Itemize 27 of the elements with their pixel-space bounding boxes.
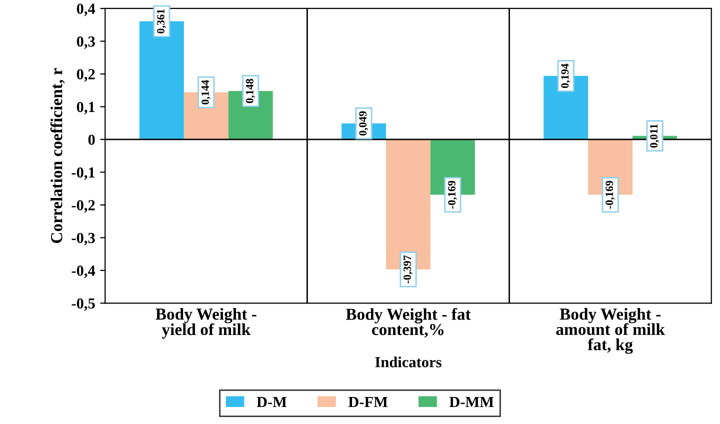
y-tick-label: -0,4 — [72, 266, 96, 278]
x-axis-title: Indicators — [375, 356, 442, 368]
legend-label: D-MM — [449, 396, 494, 408]
y-tick-label: 0,3 — [76, 36, 95, 49]
data-label: -0,397 — [404, 255, 413, 284]
y-tick-label: 0,2 — [76, 69, 95, 82]
y-tick-label: 0,4 — [76, 4, 96, 16]
data-label: 0,361 — [156, 9, 166, 34]
x-tick-label: Body Weight - amount of milk fat, kg — [556, 308, 665, 354]
y-tick-label: -0,1 — [72, 167, 95, 180]
data-label: -0,169 — [606, 180, 615, 209]
data-label: 0,194 — [561, 64, 570, 88]
y-tick-label: -0,2 — [72, 200, 95, 213]
legend-label: D-M — [256, 396, 287, 408]
data-label: -0,169 — [448, 180, 458, 209]
y-tick-label: 0,1 — [76, 102, 95, 114]
y-tick-label: 0 — [88, 134, 95, 145]
y-tick-label: -0,5 — [72, 298, 95, 311]
legend-label: D-FM — [348, 396, 388, 408]
x-tick-label: Body Weight - yield of milk — [156, 308, 256, 339]
x-tick-label: Body Weight - fat content,% — [346, 308, 471, 338]
data-label: 0,011 — [650, 124, 660, 148]
y-axis-title: Correlation coefficient, r — [50, 68, 65, 244]
data-label: 0,144 — [201, 80, 211, 104]
data-label: 0,049 — [359, 111, 368, 136]
y-tick-label: -0,3 — [72, 232, 95, 246]
data-label: 0,148 — [246, 78, 256, 104]
